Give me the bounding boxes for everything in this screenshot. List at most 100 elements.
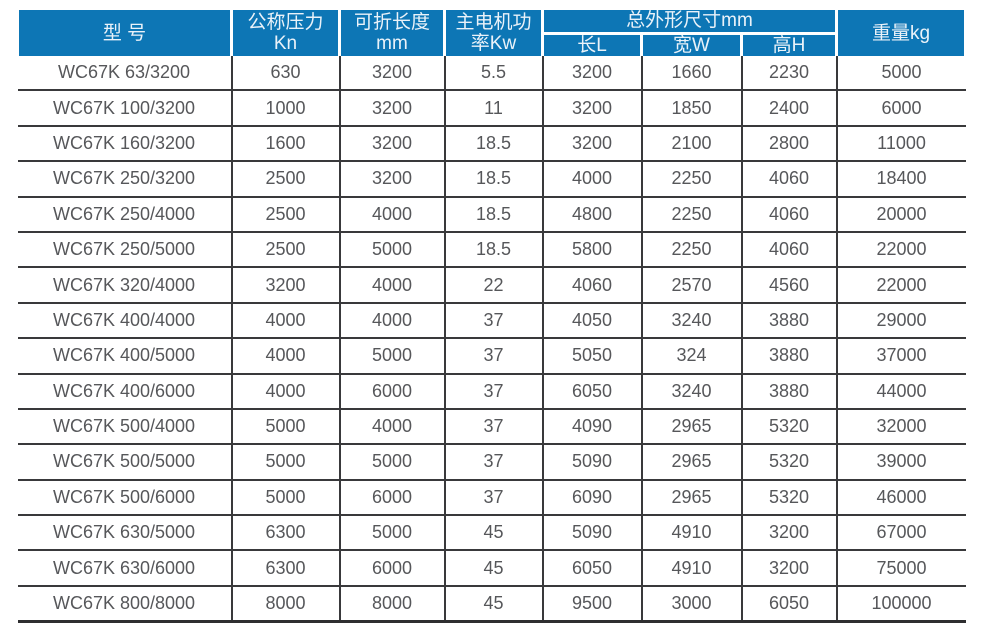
cell-motor-power: 45 <box>443 514 544 552</box>
cell-dim-length: 6050 <box>541 549 643 587</box>
cell-dim-height: 2230 <box>740 56 838 92</box>
header-model: 型 号 <box>16 10 233 56</box>
cell-motor-power: 18.5 <box>443 160 544 198</box>
cell-weight: 39000 <box>835 443 966 481</box>
table-row: WC67K 630/6000 6300 6000 45 6050 4910 32… <box>17 549 966 587</box>
table-row: WC67K 250/3200 2500 3200 18.5 4000 2250 … <box>17 160 966 198</box>
cell-weight: 44000 <box>835 372 966 410</box>
cell-dim-height: 5320 <box>740 478 838 517</box>
header-nominal-pressure-line1: 公称压力 <box>247 12 324 33</box>
cell-weight: 22000 <box>835 230 966 269</box>
header-weight: 重量kg <box>835 10 967 56</box>
cell-model: WC67K 250/3200 <box>17 160 233 198</box>
header-motor-power: 主电机功 率Kw <box>443 10 544 56</box>
cell-dim-width: 1660 <box>640 56 743 92</box>
cell-dim-height: 4060 <box>740 230 838 269</box>
cell-dim-width: 4910 <box>640 514 743 552</box>
cell-weight: 37000 <box>835 337 966 375</box>
cell-dim-length: 5050 <box>541 337 643 375</box>
cell-dim-width: 2100 <box>640 124 743 163</box>
cell-dim-width: 1850 <box>640 89 743 127</box>
cell-weight: 18400 <box>835 160 966 198</box>
cell-weight: 29000 <box>835 301 966 340</box>
cell-motor-power: 11 <box>443 89 544 127</box>
cell-dim-height: 5320 <box>740 443 838 481</box>
header-row-top: 型 号 公称压力 Kn 可折长度 mm 主电机功 率Kw 总外形尺寸mm 重量k… <box>16 10 967 56</box>
header-nominal-pressure-unit: Kn <box>273 33 298 54</box>
cell-pressure: 630 <box>230 56 341 92</box>
cell-motor-power: 37 <box>443 407 544 446</box>
cell-dim-length: 3200 <box>541 124 643 163</box>
cell-dim-width: 2570 <box>640 266 743 304</box>
table-row: WC67K 160/3200 1600 3200 18.5 3200 2100 … <box>17 124 966 163</box>
cell-dim-width: 2965 <box>640 407 743 446</box>
cell-weight: 22000 <box>835 266 966 304</box>
cell-weight: 11000 <box>835 124 966 163</box>
cell-dim-length: 6090 <box>541 478 643 517</box>
cell-dim-length: 4060 <box>541 266 643 304</box>
cell-weight: 67000 <box>835 514 966 552</box>
cell-motor-power: 45 <box>443 549 544 587</box>
cell-fold-length: 3200 <box>338 89 446 127</box>
cell-fold-length: 3200 <box>338 160 446 198</box>
header-nominal-pressure: 公称压力 Kn <box>230 10 341 56</box>
cell-dim-width: 4910 <box>640 549 743 587</box>
table-row: WC67K 400/4000 4000 4000 37 4050 3240 38… <box>17 301 966 340</box>
cell-fold-length: 8000 <box>338 584 446 624</box>
cell-pressure: 2500 <box>230 230 341 269</box>
cell-dim-width: 324 <box>640 337 743 375</box>
cell-dim-height: 3200 <box>740 549 838 587</box>
cell-dim-height: 4060 <box>740 160 838 198</box>
header-dim-height: 高H <box>740 33 838 56</box>
cell-dim-width: 3240 <box>640 372 743 410</box>
cell-model: WC67K 100/3200 <box>17 89 233 127</box>
cell-pressure: 4000 <box>230 337 341 375</box>
cell-dim-width: 2965 <box>640 443 743 481</box>
header-fold-length-unit: mm <box>376 33 408 54</box>
cell-dim-width: 2965 <box>640 478 743 517</box>
cell-pressure: 1000 <box>230 89 341 127</box>
cell-dim-length: 3200 <box>541 56 643 92</box>
cell-motor-power: 45 <box>443 584 544 624</box>
cell-fold-length: 3200 <box>338 56 446 92</box>
cell-weight: 100000 <box>835 584 966 624</box>
header-dim-length: 长L <box>541 33 643 56</box>
table-row: WC67K 250/5000 2500 5000 18.5 5800 2250 … <box>17 230 966 269</box>
cell-dim-height: 4560 <box>740 266 838 304</box>
header-overall-dimensions: 总外形尺寸mm <box>541 10 838 35</box>
cell-model: WC67K 400/5000 <box>17 337 233 375</box>
cell-fold-length: 4000 <box>338 195 446 233</box>
cell-pressure: 8000 <box>230 584 341 624</box>
table-row: WC67K 250/4000 2500 4000 18.5 4800 2250 … <box>17 195 966 233</box>
cell-dim-height: 2800 <box>740 124 838 163</box>
cell-model: WC67K 800/8000 <box>17 584 233 624</box>
header-row-sub: 长L 宽W 高H <box>18 33 966 56</box>
cell-pressure: 2500 <box>230 160 341 198</box>
cell-pressure: 2500 <box>230 195 341 233</box>
cell-pressure: 6300 <box>230 514 341 552</box>
table-row: WC67K 500/5000 5000 5000 37 5090 2965 53… <box>17 443 966 481</box>
cell-motor-power: 37 <box>443 478 544 517</box>
cell-motor-power: 18.5 <box>443 124 544 163</box>
cell-dim-length: 4090 <box>541 407 643 446</box>
cell-dim-length: 5090 <box>541 514 643 552</box>
cell-pressure: 1600 <box>230 124 341 163</box>
cell-dim-length: 3200 <box>541 89 643 127</box>
cell-fold-length: 4000 <box>338 266 446 304</box>
cell-model: WC67K 500/5000 <box>17 443 233 481</box>
cell-dim-length: 6050 <box>541 372 643 410</box>
cell-fold-length: 6000 <box>338 549 446 587</box>
cell-dim-length: 5800 <box>541 230 643 269</box>
cell-motor-power: 37 <box>443 372 544 410</box>
cell-dim-width: 3000 <box>640 584 743 624</box>
cell-motor-power: 18.5 <box>443 230 544 269</box>
cell-pressure: 5000 <box>230 478 341 517</box>
cell-model: WC67K 500/6000 <box>17 478 233 517</box>
table-row: WC67K 100/3200 1000 3200 11 3200 1850 24… <box>17 89 966 127</box>
cell-model: WC67K 630/6000 <box>17 549 233 587</box>
cell-pressure: 4000 <box>230 372 341 410</box>
cell-dim-height: 5320 <box>740 407 838 446</box>
cell-weight: 46000 <box>835 478 966 517</box>
table-row: WC67K 320/4000 3200 4000 22 4060 2570 45… <box>17 266 966 304</box>
